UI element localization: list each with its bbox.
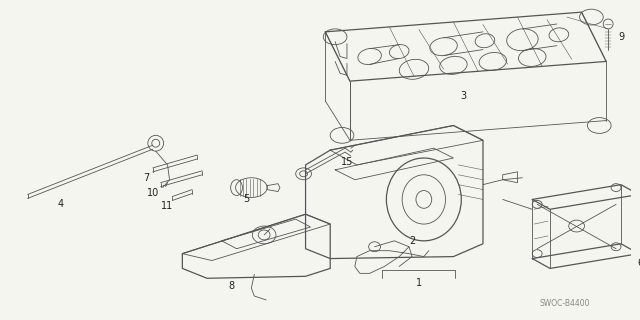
Text: 4: 4 [58, 199, 64, 209]
Text: SWOC-B4400: SWOC-B4400 [539, 300, 589, 308]
Text: 6: 6 [637, 259, 640, 268]
Text: 7: 7 [143, 173, 149, 183]
Text: 5: 5 [243, 195, 250, 204]
Text: 8: 8 [228, 281, 235, 291]
Text: 9: 9 [618, 32, 624, 42]
Text: 2: 2 [409, 236, 415, 246]
Text: 11: 11 [161, 201, 173, 211]
Text: 3: 3 [460, 91, 467, 101]
Text: 10: 10 [147, 188, 159, 197]
Text: 1: 1 [416, 278, 422, 288]
Text: 15: 15 [340, 157, 353, 167]
